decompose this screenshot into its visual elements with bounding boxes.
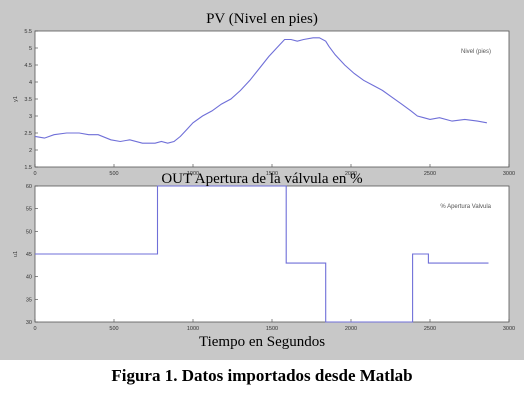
top-y-tick-label: 2.5	[24, 131, 32, 137]
top-plot-title: PV (Nivel en pies)	[206, 11, 318, 27]
bottom-plot-title: OUT Apertura de la válvula en %	[161, 171, 363, 187]
bottom-x-tick-label: 1500	[266, 326, 278, 332]
top-x-tick-label: 3000	[503, 171, 515, 177]
top-y-tick-label: 5.5	[24, 29, 32, 35]
top-x-tick-label: 1500	[266, 171, 278, 177]
top-x-tick-label: 0	[33, 171, 36, 177]
top-y-tick-label: 1.5	[24, 165, 32, 171]
bottom-series-line	[35, 185, 489, 323]
top-plot-area	[34, 30, 510, 168]
top-x-tick-label: 2000	[345, 171, 357, 177]
top-series-line	[34, 37, 487, 144]
bottom-x-tick-label: 0	[33, 326, 36, 332]
top-x-tick-label: 1000	[187, 171, 199, 177]
bottom-y-tick-label: 55	[26, 207, 32, 213]
bottom-legend-entry: % Apertura Valvula	[440, 204, 491, 210]
bottom-y-tick-label: 45	[26, 252, 32, 258]
figure-caption: Figura 1. Datos importados desde Matlab	[111, 366, 413, 385]
bottom-x-tick-label: 2000	[345, 326, 357, 332]
bottom-y-tick-label: 30	[26, 320, 32, 326]
top-y-axis-label: y1	[13, 96, 19, 102]
top-x-tick-label: 500	[109, 171, 118, 177]
top-y-tick-label: 4	[29, 80, 32, 86]
bottom-x-tick-label: 3000	[503, 326, 515, 332]
top-y-tick-label: 3	[29, 114, 32, 120]
top-legend-entry: Nivel (pies)	[461, 49, 491, 55]
top-y-tick-label: 2	[29, 148, 32, 154]
plots-canvas: 0 500 1000 1500 2000 2500 30001.522.533.544.55…	[13, 29, 515, 332]
bottom-x-tick-label: 1000	[187, 326, 199, 332]
top-x-tick-label: 2500	[424, 171, 436, 177]
bottom-x-tick-label: 500	[109, 326, 118, 332]
top-y-tick-label: 3.5	[24, 97, 32, 103]
bottom-y-tick-label: 60	[26, 184, 32, 190]
top-y-tick-label: 5	[29, 46, 32, 52]
bottom-x-tick-label: 2500	[424, 326, 436, 332]
bottom-y-tick-label: 50	[26, 229, 32, 235]
matlab-figure: 0 500 1000 1500 2000 2500 3000 1.5 2 2.5 3 3.5 4 4.5 5…	[0, 0, 524, 360]
bottom-y-tick-label: 40	[26, 275, 32, 281]
top-y-tick-label: 4.5	[24, 63, 32, 69]
bottom-y-tick-label: 35	[26, 297, 32, 303]
x-axis-label: Tiempo en Segundos	[198, 334, 326, 350]
bottom-y-axis-label: u1	[13, 251, 19, 257]
